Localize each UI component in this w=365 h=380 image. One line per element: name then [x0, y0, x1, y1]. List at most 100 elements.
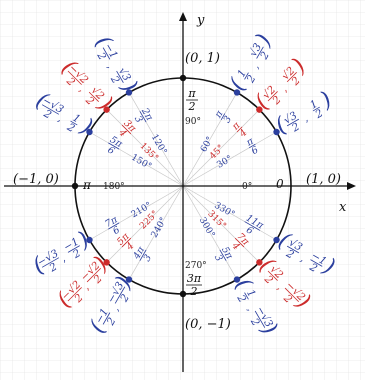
angle-300-x-frac-bar — [244, 292, 249, 300]
angle-240-comma: , — [110, 304, 122, 313]
angle-180-point — [71, 182, 79, 190]
angle-150-x-frac-bar — [41, 104, 60, 115]
point-label-0-1: (0, 1) — [185, 51, 220, 66]
angle-330-radian-label-denominator: 6 — [244, 225, 255, 238]
angle-135-point — [103, 106, 110, 113]
angle-30-radian-label-denominator: 6 — [250, 145, 261, 158]
angle-135-radian-label-bar — [121, 124, 132, 135]
pi-label: π — [82, 178, 92, 192]
angle-225-point — [103, 259, 110, 266]
zero-radian-label: 0 — [276, 177, 284, 191]
angle-330-point — [273, 236, 280, 244]
angle-135-y-frac-bar — [88, 91, 99, 102]
angle-30-y-frac-bar — [312, 106, 320, 112]
angle-labels: 30°π6(√32,12)45°π4(√22,√22)60°π3(12,√32)… — [29, 30, 339, 339]
angle-120-radian-label: 2π3 — [132, 106, 155, 125]
angle-30-radian-label-bar — [248, 143, 256, 149]
angle-150-comma: , — [56, 113, 65, 125]
point-label-neg1-0: (−1, 0) — [13, 172, 59, 187]
angle-240-y-frac-bar — [114, 286, 126, 304]
angle-30-point — [273, 128, 280, 136]
angle-330-x-frac-numerator: √3 — [287, 237, 305, 254]
angle-225-x-frac-bar — [67, 287, 82, 302]
angle-45-radian-label-bar — [236, 126, 243, 133]
angle-315-x-frac-bar — [267, 270, 278, 281]
angle-150-y-frac-bar — [70, 120, 78, 126]
angle-300-ray — [182, 185, 238, 280]
angle-210-ray — [89, 185, 184, 241]
angle-120-radian-label-bar — [139, 111, 147, 123]
angle-60-y-frac-numerator: √3 — [247, 41, 264, 59]
angle-300-radian-label-bar — [219, 249, 227, 261]
angle-240-radian-label-bar — [139, 249, 147, 261]
angle-120-comma: , — [104, 62, 116, 71]
angle-150-point — [86, 128, 93, 136]
angle-45-comma: , — [279, 84, 290, 95]
angle-210-x-frac-bar — [41, 257, 60, 268]
angle-60-y-frac-bar — [256, 46, 264, 59]
angle-300-radian-wrap: 5π3 — [212, 245, 235, 264]
y-axis-label: y — [196, 13, 205, 28]
point-label-0-neg1: (0, −1) — [185, 317, 231, 332]
angle-45-point — [256, 106, 263, 113]
angle-120-y-frac-bar — [116, 70, 124, 83]
angle-330-x-frac-bar — [286, 245, 300, 254]
angle-240-point — [125, 276, 133, 283]
angle-300-comma: , — [244, 304, 256, 313]
angle-330-radian-label-bar — [244, 221, 261, 231]
angle-315-y-frac-bar — [284, 287, 300, 303]
angle-60-comma: , — [250, 62, 262, 71]
angle-330-ray — [182, 185, 277, 241]
angle-60-x-frac-bar — [244, 72, 249, 80]
angle-150-radian-label: 5π6 — [106, 134, 125, 158]
angle-45-y-frac-bar — [286, 72, 297, 83]
ninety-degree-label: 90° — [185, 117, 201, 127]
angle-225-ray — [106, 185, 184, 263]
angle-135-x-frac-bar — [67, 70, 82, 85]
angle-60-point — [233, 89, 241, 96]
angle-210-radian-wrap: 7π6 — [103, 214, 122, 238]
angle-120-radian-label-denominator: 3 — [132, 114, 145, 125]
angle-30-x-frac-numerator: √3 — [282, 109, 300, 126]
angle-300-radian-label-denominator: 3 — [212, 253, 225, 264]
three-pi-over-2-label: 3π 2 — [186, 272, 202, 298]
angle-210-radian-label-denominator: 6 — [111, 225, 122, 238]
angle-225-radian-label-bar — [121, 237, 132, 248]
angle-300-point — [233, 276, 241, 283]
zero-degree-label: 0° — [242, 182, 252, 192]
angle-60-radian-label-bar — [220, 113, 226, 121]
angle-30-y-frac-numerator: 1 — [308, 98, 320, 112]
angle-225-comma: , — [81, 282, 92, 293]
angle-135-comma: , — [76, 84, 87, 95]
angle-120-ray — [128, 92, 184, 187]
angle-210-point — [86, 236, 93, 244]
angle-225-y-frac-bar — [86, 267, 102, 283]
angle-150-y-frac-numerator: 1 — [70, 112, 82, 126]
angle-150-radian-label-denominator: 6 — [106, 145, 117, 158]
angle-240-radian-label: 4π3 — [131, 244, 155, 264]
angle-240-ray — [128, 185, 184, 280]
angle-30-comma: , — [301, 113, 310, 125]
angle-315-comma: , — [274, 282, 285, 293]
angle-150-ray — [89, 131, 184, 187]
angle-300-x-frac-numerator: 1 — [244, 288, 258, 300]
angle-120-radian-wrap: 2π3 — [132, 106, 155, 125]
angle-240-radian-wrap: 4π3 — [131, 244, 155, 264]
angle-240-radian-label-denominator: 3 — [142, 253, 155, 264]
angle-60-x-frac-numerator: 1 — [235, 68, 249, 80]
angle-30-ray — [182, 131, 277, 187]
circle-points — [71, 74, 280, 298]
angle-150-radian-wrap: 5π6 — [106, 134, 125, 158]
angle-150-radian-label-bar — [108, 142, 120, 150]
three-pi-over-2-numerator: 3π — [187, 272, 202, 285]
angle-270-point — [179, 290, 187, 298]
angle-315-point — [256, 259, 263, 266]
angle-315-ray — [182, 185, 260, 263]
two-seventy-degree-label: 270° — [185, 261, 207, 271]
y-axis-arrow — [179, 12, 187, 21]
angle-210-radian-label-bar — [108, 222, 120, 230]
angle-150-coordinate-label: (−√32, 12) — [32, 88, 97, 140]
angle-210-y-frac-bar — [67, 245, 80, 253]
x-axis-label: x — [339, 200, 347, 215]
